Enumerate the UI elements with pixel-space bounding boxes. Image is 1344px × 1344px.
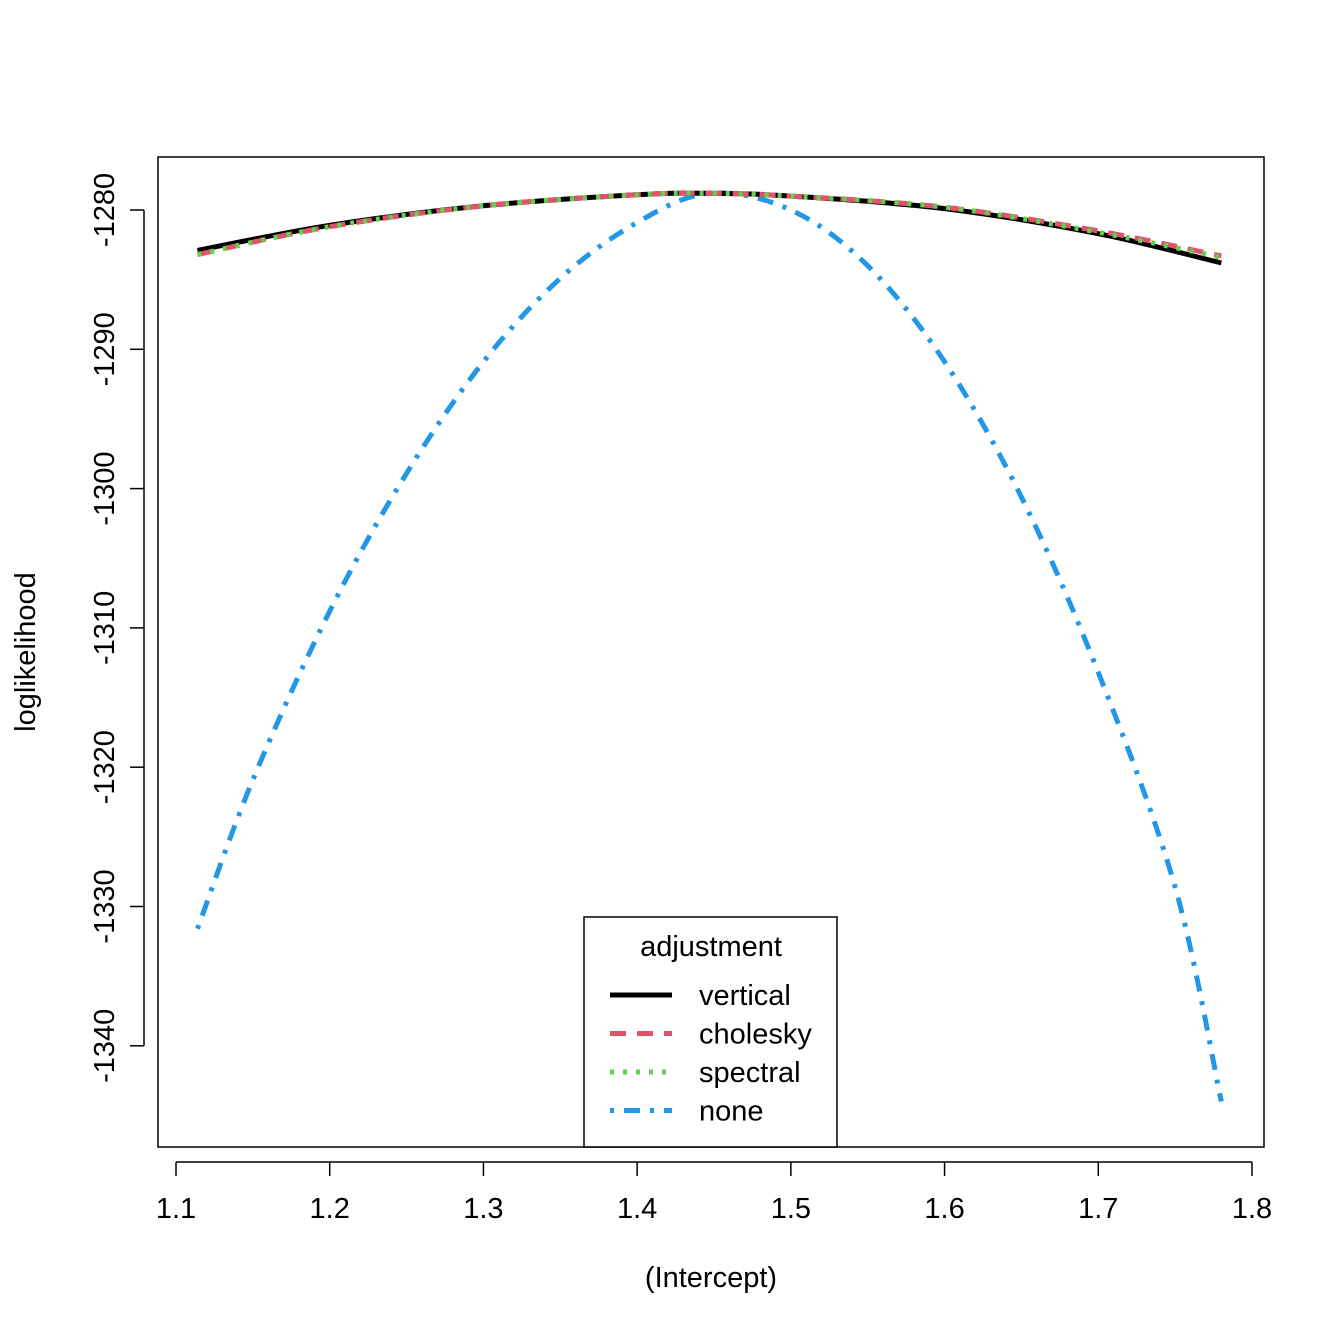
series-layer <box>195 190 1224 1103</box>
legend-label-cholesky: cholesky <box>699 1019 812 1051</box>
y-tick-label: -1290 <box>89 312 121 386</box>
x-tick-label: 1.7 <box>1078 1193 1118 1225</box>
y-tick-label: -1340 <box>89 1009 121 1083</box>
x-tick-label: 1.1 <box>156 1193 196 1225</box>
legend-label-spectral: spectral <box>699 1057 801 1089</box>
x-axis-title: (Intercept) <box>645 1262 777 1294</box>
x-axis: 1.1 1.2 1.3 1.4 1.5 1.6 1.7 1.8 <box>156 1161 1272 1225</box>
x-tick-label: 1.4 <box>617 1193 657 1225</box>
legend-label-vertical: vertical <box>699 980 791 1012</box>
y-axis-title: loglikelihood <box>10 572 42 732</box>
y-tick-label: -1280 <box>89 173 121 247</box>
y-tick-label: -1300 <box>89 452 121 526</box>
y-tick-label: -1320 <box>89 730 121 804</box>
legend-title: adjustment <box>640 931 782 963</box>
series-line-cholesky <box>196 190 1222 259</box>
legend-box <box>583 916 838 1148</box>
y-tick-label: -1310 <box>89 591 121 665</box>
y-tick-label: -1330 <box>89 869 121 943</box>
x-tick-label: 1.3 <box>463 1193 503 1225</box>
y-axis: -1280 -1290 -1300 -1310 -1320 -1330 -1340 <box>89 173 145 1083</box>
legend: adjustment vertical cholesky spectral none <box>583 916 838 1148</box>
x-tick-label: 1.2 <box>310 1193 350 1225</box>
legend-label-none: none <box>699 1096 764 1128</box>
x-tick-label: 1.8 <box>1232 1193 1272 1225</box>
x-tick-label: 1.5 <box>771 1193 811 1225</box>
x-tick-label: 1.6 <box>924 1193 964 1225</box>
